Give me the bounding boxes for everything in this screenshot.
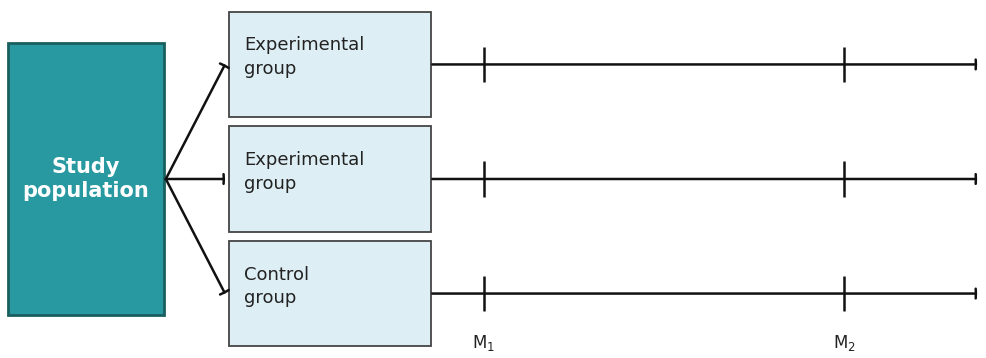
Text: Control
group: Control group <box>244 266 309 307</box>
Text: M$_2$: M$_2$ <box>831 333 855 353</box>
FancyBboxPatch shape <box>8 43 164 315</box>
FancyBboxPatch shape <box>229 126 431 232</box>
Text: Experimental
group: Experimental group <box>244 151 364 193</box>
FancyBboxPatch shape <box>229 241 431 347</box>
Text: Study
population: Study population <box>23 156 149 202</box>
Text: M$_1$: M$_1$ <box>471 333 495 353</box>
FancyBboxPatch shape <box>229 11 431 117</box>
Text: Experimental
group: Experimental group <box>244 37 364 78</box>
